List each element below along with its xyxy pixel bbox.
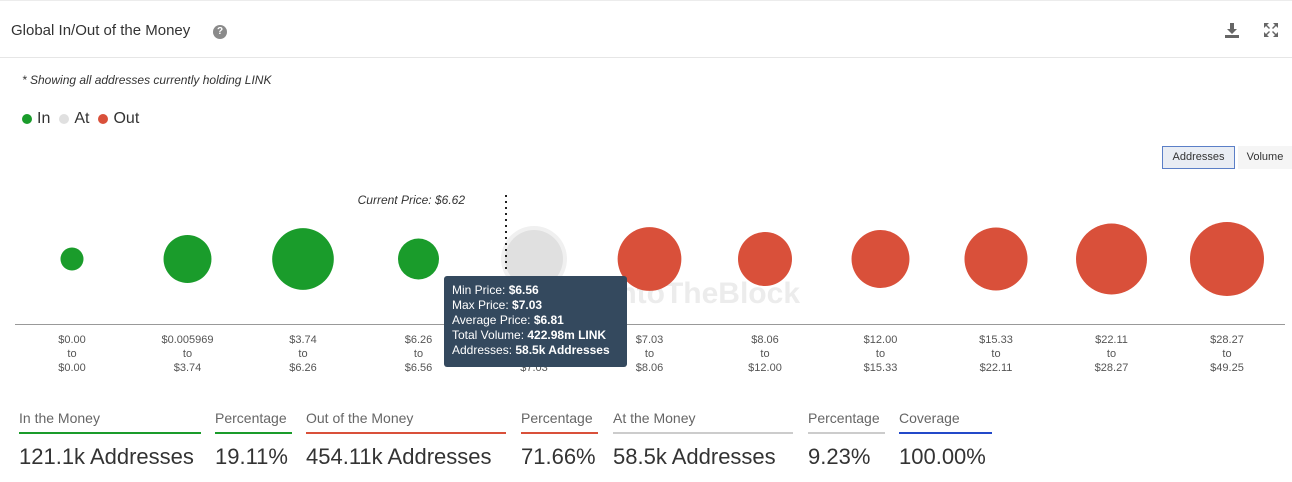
tick-label: $49.25 — [1210, 362, 1244, 374]
tooltip-min-price: Min Price: $6.56 — [452, 283, 539, 297]
volume-toggle-button[interactable]: Volume — [1238, 146, 1292, 169]
stat-coverage: Coverage 100.00% — [899, 408, 992, 470]
tick-label: to — [67, 348, 76, 360]
legend-item-out[interactable]: Out — [98, 110, 139, 128]
bubble-in — [398, 238, 439, 280]
tick-label: $8.06 — [751, 334, 779, 346]
bubble-chart: IntoTheBlock$0.00to$0.00$0.005969to$3.74… — [15, 193, 1285, 374]
tick-label: to — [183, 348, 192, 360]
stat-value: 9.23% — [808, 444, 871, 469]
legend: In At Out — [22, 110, 148, 128]
tooltip-total-volume: Total Volume: 422.98m LINK — [452, 328, 607, 342]
tick-label: $28.27 — [1095, 362, 1129, 374]
tooltip-addresses: Addresses: 58.5k Addresses — [452, 343, 610, 357]
stat-value: 58.5k Addresses — [613, 444, 776, 469]
tick-label: $15.33 — [864, 362, 898, 374]
tick-label: $22.11 — [980, 362, 1013, 374]
tick-label: $0.00 — [58, 362, 86, 374]
tick-label: $6.56 — [405, 362, 433, 374]
stat-in-percentage: Percentage 19.11% — [215, 408, 292, 470]
bubble-tooltip: Min Price: $6.56 Max Price: $7.03 Averag… — [444, 276, 627, 367]
stat-label: At the Money — [613, 408, 793, 434]
tick-label: $3.74 — [174, 362, 202, 374]
stat-out-of-the-money: Out of the Money 454.11k Addresses — [306, 408, 506, 470]
stat-label: Out of the Money — [306, 408, 506, 434]
tick-label: $3.74 — [289, 334, 317, 346]
bubble-out — [617, 227, 682, 291]
tick-label: $12.00 — [864, 334, 898, 346]
tick-label: $0.005969 — [162, 334, 214, 346]
tick-label: to — [760, 348, 769, 360]
chart-header: Global In/Out of the Money ? — [0, 0, 1292, 58]
tick-label: to — [414, 348, 423, 360]
bubble-out — [964, 227, 1028, 291]
bubble-in — [60, 247, 84, 271]
stat-value: 454.11k Addresses — [306, 444, 492, 469]
addresses-toggle-button[interactable]: Addresses — [1162, 146, 1235, 169]
legend-dot-in — [22, 114, 32, 124]
legend-label-at: At — [74, 110, 90, 127]
legend-item-in[interactable]: In — [22, 110, 50, 128]
tick-label: $6.26 — [289, 362, 317, 374]
tick-label: to — [1107, 348, 1116, 360]
tick-label: to — [298, 348, 307, 360]
legend-item-at[interactable]: At — [59, 110, 89, 128]
stat-value: 100.00% — [899, 444, 986, 469]
stat-out-percentage: Percentage 71.66% — [521, 408, 598, 470]
bubble-at — [505, 230, 563, 288]
bubble-out — [1189, 221, 1265, 297]
bubble-out — [851, 230, 910, 288]
legend-dot-at — [59, 114, 70, 124]
bubble-in — [163, 235, 212, 283]
current-price-label: Current Price: $6.62 — [358, 193, 466, 207]
tick-label: $6.26 — [405, 334, 433, 346]
stat-label: Coverage — [899, 408, 992, 434]
help-icon[interactable]: ? — [213, 25, 227, 39]
bubble-out — [1076, 223, 1147, 295]
tick-label: to — [991, 348, 1000, 360]
stat-at-the-money: At the Money 58.5k Addresses — [613, 408, 793, 470]
stat-value: 121.1k Addresses — [19, 444, 194, 469]
legend-dot-out — [98, 114, 109, 124]
tick-label: $8.06 — [636, 362, 664, 374]
tooltip-average-price: Average Price: $6.81 — [452, 313, 564, 327]
download-icon[interactable] — [1223, 21, 1241, 39]
expand-icon[interactable] — [1262, 21, 1280, 39]
tick-label: $15.33 — [979, 334, 1013, 346]
legend-label-out: Out — [113, 110, 140, 127]
tick-label: $12.00 — [748, 362, 782, 374]
stat-value: 71.66% — [521, 444, 596, 469]
tick-label: to — [876, 348, 885, 360]
tick-label: $7.03 — [636, 334, 664, 346]
stat-label: Percentage — [808, 408, 885, 434]
tick-label: to — [1222, 348, 1231, 360]
tick-label: $28.27 — [1210, 334, 1244, 346]
bubble-out — [738, 232, 792, 286]
tick-label: to — [645, 348, 654, 360]
tick-label: $0.00 — [58, 334, 86, 346]
stat-value: 19.11% — [215, 444, 288, 469]
tooltip-max-price: Max Price: $7.03 — [452, 298, 543, 312]
summary-stats: In the Money 121.1k Addresses Percentage… — [0, 408, 1292, 482]
stat-in-the-money: In the Money 121.1k Addresses — [19, 408, 201, 470]
holding-note: * Showing all addresses currently holdin… — [22, 73, 272, 87]
stat-at-percentage: Percentage 9.23% — [808, 408, 885, 470]
tick-label: $22.11 — [1095, 334, 1128, 346]
stat-label: Percentage — [521, 408, 598, 434]
legend-label-in: In — [37, 110, 51, 127]
stat-label: Percentage — [215, 408, 292, 434]
stat-label: In the Money — [19, 408, 201, 434]
bubble-in — [272, 228, 334, 290]
chart-title: Global In/Out of the Money — [11, 22, 191, 39]
